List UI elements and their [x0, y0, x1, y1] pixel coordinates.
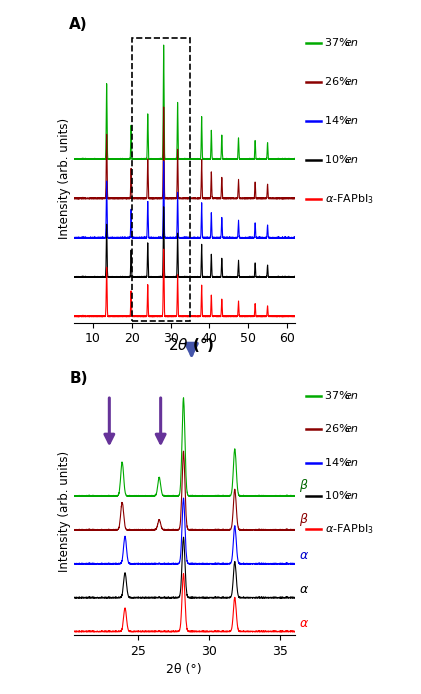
Text: en: en [344, 391, 358, 401]
Text: en: en [344, 457, 358, 468]
Text: en: en [344, 38, 358, 49]
Text: en: en [344, 116, 358, 126]
Y-axis label: Intensity (arb. units): Intensity (arb. units) [58, 451, 71, 573]
Text: 10%: 10% [325, 491, 353, 501]
Text: $β$: $β$ [299, 477, 309, 494]
Text: en: en [344, 424, 358, 434]
Text: en: en [344, 155, 358, 165]
Text: 26%: 26% [325, 424, 353, 434]
Text: 26%: 26% [325, 77, 353, 87]
Text: $α$: $α$ [299, 549, 309, 562]
Text: $\alpha$-FAPbI$_3$: $\alpha$-FAPbI$_3$ [325, 192, 373, 205]
Text: B): B) [69, 371, 88, 386]
Text: 14%: 14% [325, 116, 353, 126]
Text: en: en [344, 491, 358, 501]
X-axis label: 2θ (°): 2θ (°) [166, 663, 202, 676]
Text: A): A) [69, 17, 88, 32]
Text: 37%: 37% [325, 38, 353, 49]
Text: en: en [344, 77, 358, 87]
Text: 37%: 37% [325, 391, 353, 401]
Text: $α$: $α$ [299, 583, 309, 596]
Y-axis label: Intensity (arb. units): Intensity (arb. units) [58, 118, 71, 239]
Bar [132, 38, 190, 321]
Text: $α$: $α$ [299, 617, 309, 629]
Text: 10%: 10% [325, 155, 353, 165]
Text: $β$: $β$ [299, 511, 309, 528]
Text: $2\theta$ (°): $2\theta$ (°) [168, 337, 215, 354]
Text: $\alpha$-FAPbI$_3$: $\alpha$-FAPbI$_3$ [325, 522, 373, 536]
Text: 14%: 14% [325, 457, 353, 468]
